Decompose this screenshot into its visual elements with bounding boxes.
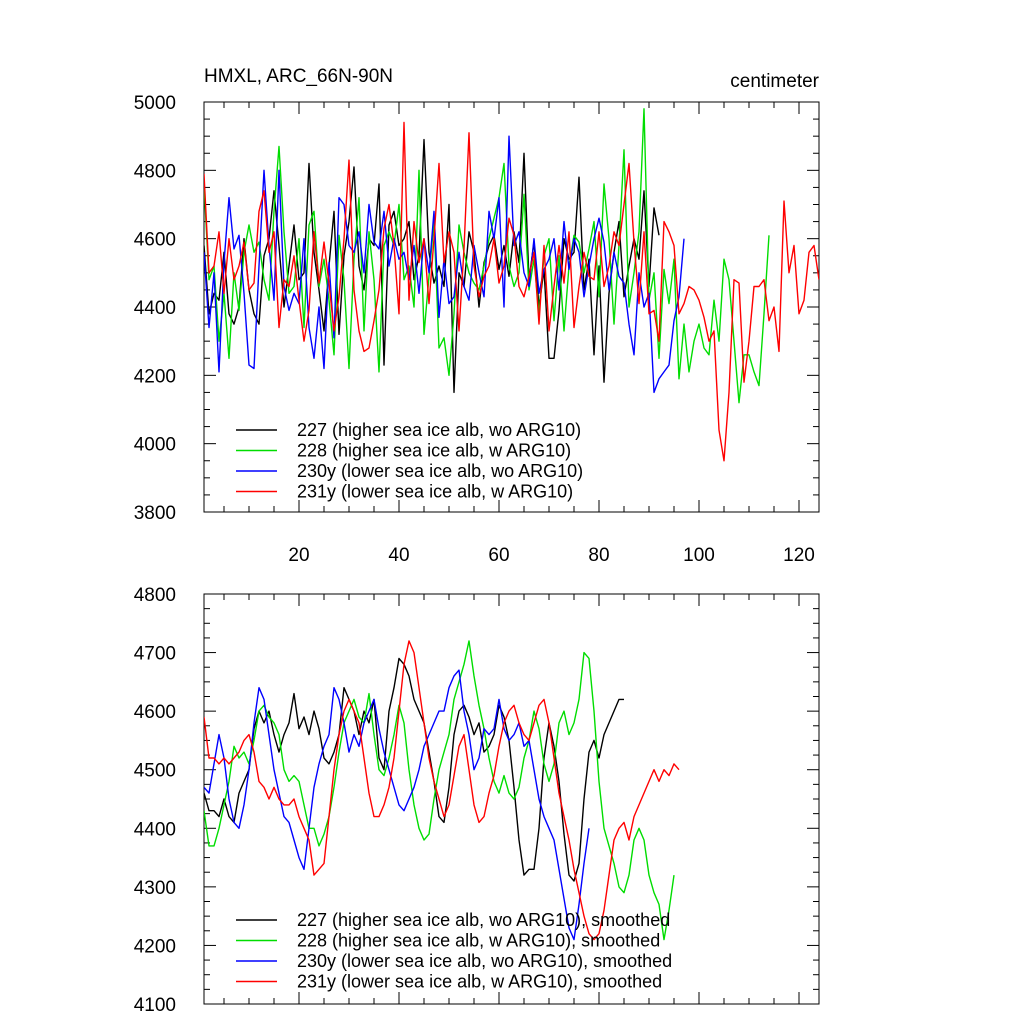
y-tick-label: 4600 — [134, 702, 176, 723]
legend-label: 228 (higher sea ice alb, w ARG10) — [297, 441, 571, 461]
y-tick-label: 4000 — [134, 435, 176, 456]
legend-label: 231y (lower sea ice alb, w ARG10) — [297, 482, 573, 502]
x-tick-label: 20 — [288, 545, 309, 566]
legend-label: 228 (higher sea ice alb, w ARG10), smoot… — [297, 931, 660, 951]
series-line-4 — [204, 121, 819, 462]
series-line-3 — [204, 669, 590, 941]
legend-label: 231y (lower sea ice alb, w ARG10), smoot… — [297, 972, 662, 992]
y-tick-label: 4400 — [134, 819, 176, 840]
y-tick-label: 4100 — [134, 995, 176, 1016]
y-tick-label: 4700 — [134, 644, 176, 665]
x-tick-label: 40 — [388, 545, 409, 566]
title-left: HMXL, ARC_66N-90N — [204, 66, 393, 87]
y-tick-label: 4200 — [134, 936, 176, 957]
series-line-1 — [204, 657, 624, 882]
y-tick-label: 4800 — [134, 161, 176, 182]
y-tick-label: 5000 — [134, 93, 176, 114]
legend-label: 227 (higher sea ice alb, wo ARG10) — [297, 420, 581, 440]
x-tick-label: 100 — [683, 545, 715, 566]
bottom-panel: 4100 4200 4300 4400 4500 4600 4700 4800 227 (hig… — [134, 585, 820, 1016]
y-tick-label: 4800 — [134, 585, 176, 606]
series-line-4 — [204, 640, 680, 941]
x-tick-label: 120 — [783, 545, 815, 566]
x-tick-label: 60 — [488, 545, 509, 566]
top-panel: 3800 4000 4200 4400 4600 4800 5000 20 40 60 80 100 1… — [134, 93, 820, 566]
legend-label: 230y (lower sea ice alb, wo ARG10), smoo… — [297, 951, 672, 971]
y-tick-label: 4600 — [134, 230, 176, 251]
y-tick-label: 4400 — [134, 298, 176, 319]
y-tick-label: 4300 — [134, 878, 176, 899]
series-line-2 — [204, 640, 675, 941]
legend-label: 227 (higher sea ice alb, wo ARG10), smoo… — [297, 910, 670, 930]
title-right: centimeter — [730, 71, 819, 92]
y-tick-label: 4200 — [134, 366, 176, 387]
y-tick-label: 3800 — [134, 503, 176, 524]
x-tick-label: 80 — [588, 545, 609, 566]
legend-label: 230y (lower sea ice alb, wo ARG10) — [297, 461, 583, 481]
y-tick-label: 4500 — [134, 761, 176, 782]
